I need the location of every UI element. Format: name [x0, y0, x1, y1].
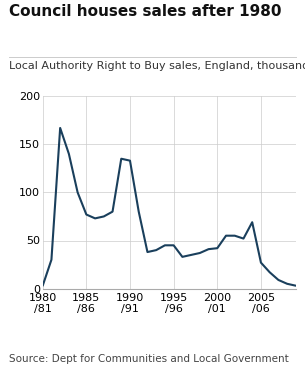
Text: Source: Dept for Communities and Local Government: Source: Dept for Communities and Local G… — [9, 354, 289, 364]
Text: Local Authority Right to Buy sales, England, thousands: Local Authority Right to Buy sales, Engl… — [9, 61, 305, 71]
Text: Council houses sales after 1980: Council houses sales after 1980 — [9, 4, 282, 19]
